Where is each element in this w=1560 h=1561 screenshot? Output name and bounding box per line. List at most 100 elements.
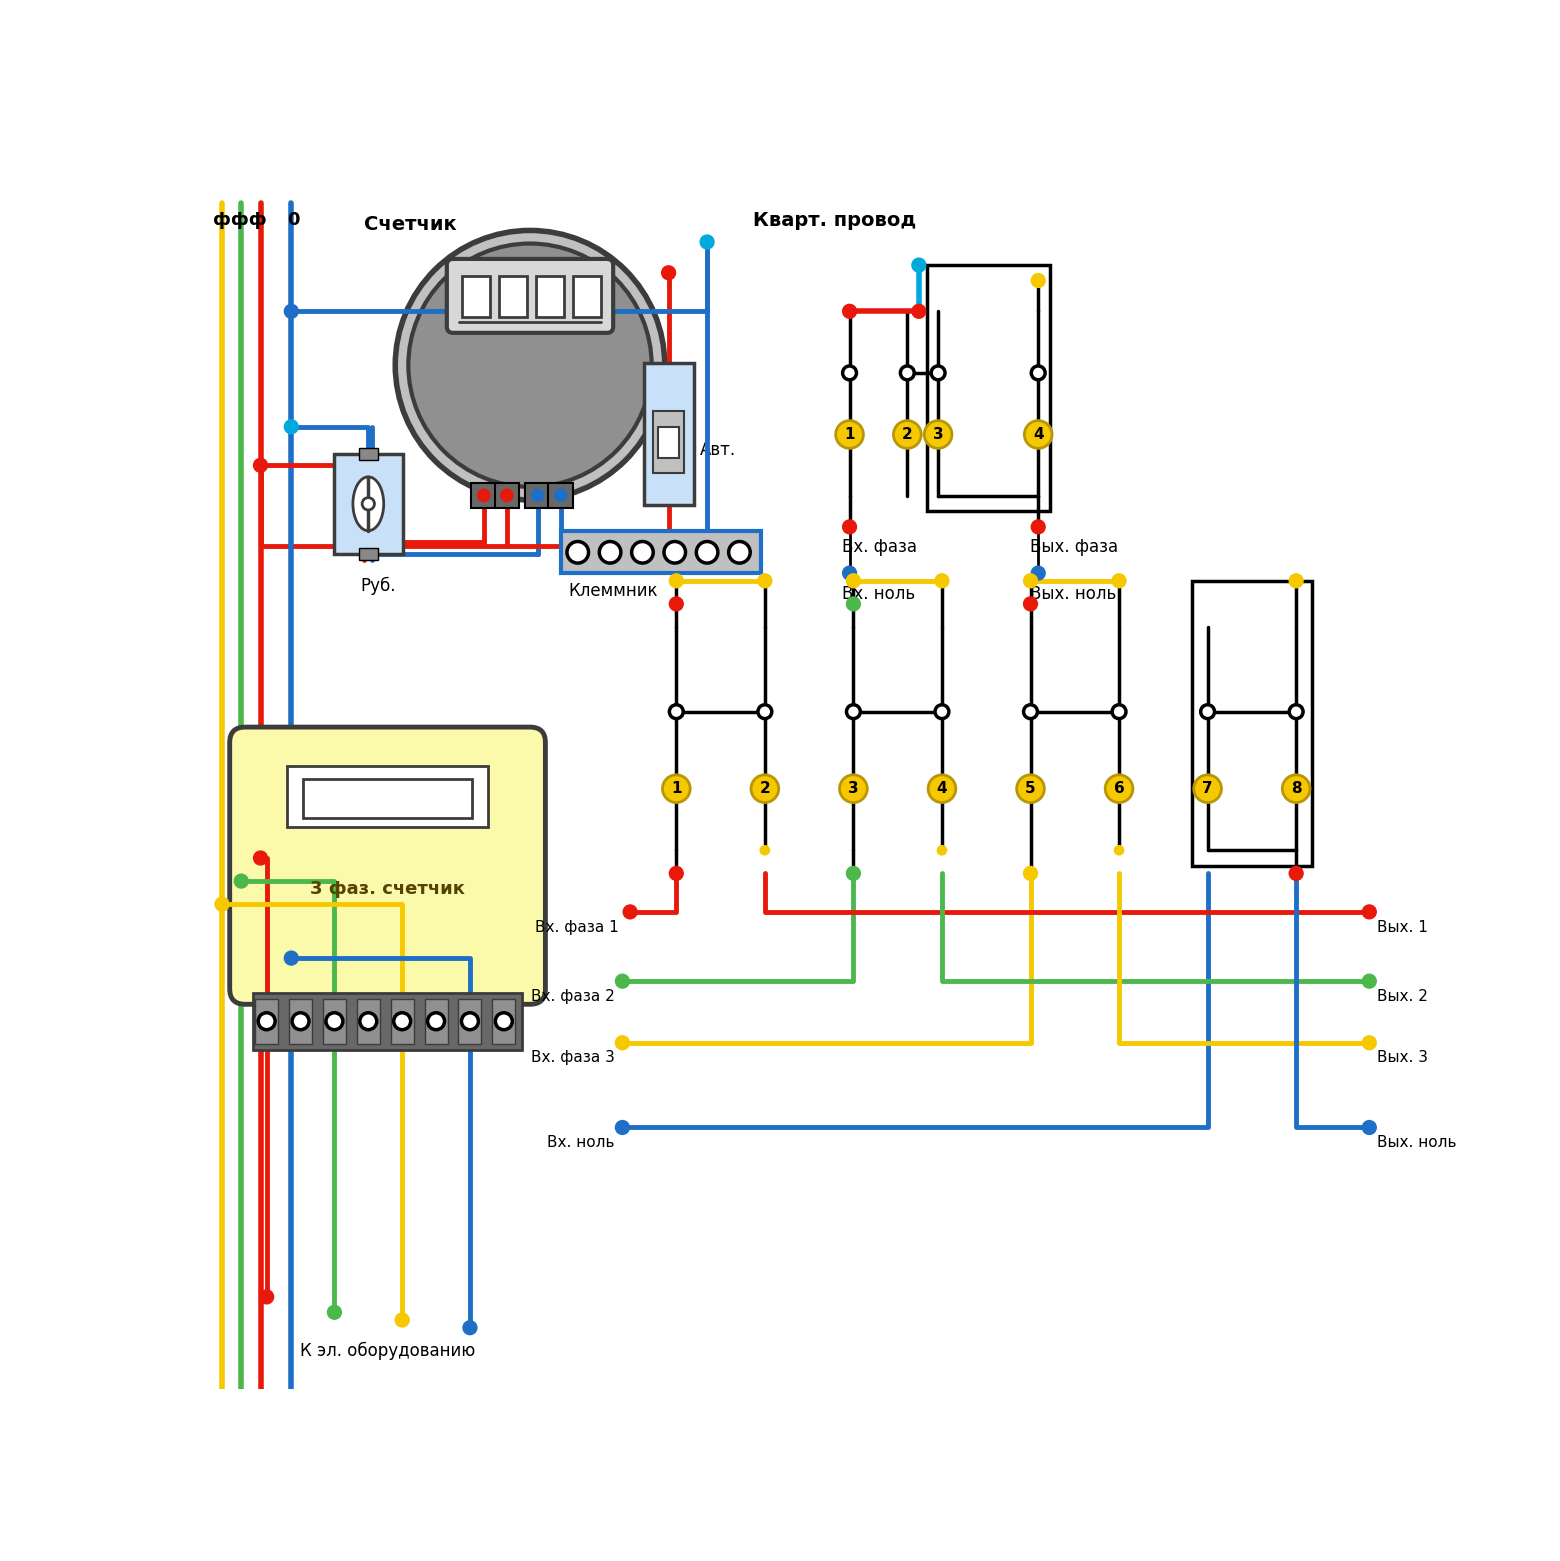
Circle shape bbox=[669, 596, 683, 610]
Text: Счетчик: Счетчик bbox=[365, 215, 457, 234]
Text: Вых. ноль: Вых. ноль bbox=[1377, 1135, 1457, 1150]
Text: Вых. 3: Вых. 3 bbox=[1377, 1051, 1427, 1066]
Circle shape bbox=[1289, 574, 1303, 588]
Circle shape bbox=[760, 846, 769, 855]
Bar bbox=[495, 482, 519, 507]
Circle shape bbox=[669, 704, 683, 718]
Bar bbox=[658, 426, 679, 457]
Circle shape bbox=[566, 542, 588, 564]
Circle shape bbox=[847, 704, 860, 718]
Text: Вых. ноль: Вых. ноль bbox=[1031, 585, 1117, 603]
Circle shape bbox=[393, 1013, 410, 1030]
Circle shape bbox=[842, 567, 856, 581]
Circle shape bbox=[938, 846, 947, 855]
Circle shape bbox=[900, 365, 914, 379]
Bar bbox=[560, 531, 761, 573]
Circle shape bbox=[934, 574, 948, 588]
Circle shape bbox=[360, 1013, 378, 1030]
Bar bbox=[644, 362, 694, 506]
Circle shape bbox=[836, 420, 863, 448]
Text: 3: 3 bbox=[849, 780, 858, 796]
Circle shape bbox=[1104, 774, 1133, 802]
Text: 4: 4 bbox=[1033, 428, 1044, 442]
Circle shape bbox=[1031, 567, 1045, 581]
Circle shape bbox=[729, 542, 750, 564]
Bar bbox=[573, 276, 601, 317]
Bar bbox=[1192, 581, 1312, 866]
Circle shape bbox=[1017, 774, 1044, 802]
Circle shape bbox=[532, 489, 544, 501]
Text: 3 фаз. счетчик: 3 фаз. счетчик bbox=[310, 880, 465, 898]
Bar bbox=[390, 999, 413, 1044]
Circle shape bbox=[1114, 846, 1123, 855]
Bar bbox=[323, 999, 346, 1044]
Bar bbox=[471, 482, 496, 507]
Text: Вх. ноль: Вх. ноль bbox=[548, 1135, 615, 1150]
Circle shape bbox=[842, 304, 856, 318]
Circle shape bbox=[395, 231, 665, 500]
Text: Вх. фаза 2: Вх. фаза 2 bbox=[530, 988, 615, 1004]
Circle shape bbox=[1362, 905, 1376, 919]
Circle shape bbox=[1282, 774, 1310, 802]
Circle shape bbox=[622, 905, 636, 919]
Text: 0: 0 bbox=[287, 211, 300, 229]
Circle shape bbox=[292, 1013, 309, 1030]
Bar bbox=[537, 276, 563, 317]
Circle shape bbox=[259, 1289, 273, 1303]
Bar bbox=[459, 999, 482, 1044]
FancyBboxPatch shape bbox=[446, 259, 613, 332]
Circle shape bbox=[1289, 704, 1303, 718]
Text: Кварт. провод: Кварт. провод bbox=[753, 211, 917, 229]
Circle shape bbox=[842, 365, 856, 379]
Bar bbox=[253, 993, 523, 1051]
Circle shape bbox=[665, 542, 685, 564]
Circle shape bbox=[1031, 520, 1045, 534]
Circle shape bbox=[700, 236, 714, 248]
Text: Вых. фаза: Вых. фаза bbox=[1031, 539, 1119, 556]
Circle shape bbox=[1112, 704, 1126, 718]
Circle shape bbox=[1362, 974, 1376, 988]
Circle shape bbox=[1023, 704, 1037, 718]
Circle shape bbox=[842, 520, 856, 534]
Circle shape bbox=[234, 874, 248, 888]
Text: 8: 8 bbox=[1290, 780, 1301, 796]
Text: Вх. фаза: Вх. фаза bbox=[842, 539, 917, 556]
Bar bbox=[526, 482, 551, 507]
Circle shape bbox=[847, 574, 860, 588]
Circle shape bbox=[284, 304, 298, 318]
FancyBboxPatch shape bbox=[229, 727, 546, 1004]
Circle shape bbox=[501, 489, 513, 501]
Circle shape bbox=[696, 542, 718, 564]
Circle shape bbox=[632, 542, 654, 564]
Circle shape bbox=[254, 459, 267, 473]
Bar bbox=[462, 276, 490, 317]
Ellipse shape bbox=[353, 476, 384, 531]
Circle shape bbox=[1362, 1121, 1376, 1135]
Circle shape bbox=[1031, 273, 1045, 287]
Circle shape bbox=[1023, 866, 1037, 880]
Bar bbox=[654, 412, 683, 473]
Circle shape bbox=[669, 574, 683, 588]
Circle shape bbox=[254, 851, 267, 865]
Circle shape bbox=[616, 974, 629, 988]
Text: Вх. ноль: Вх. ноль bbox=[842, 585, 916, 603]
Circle shape bbox=[1193, 774, 1221, 802]
Circle shape bbox=[758, 574, 772, 588]
Circle shape bbox=[1289, 866, 1303, 880]
Circle shape bbox=[326, 1013, 343, 1030]
Circle shape bbox=[847, 866, 860, 880]
Circle shape bbox=[496, 1013, 512, 1030]
Bar bbox=[499, 276, 527, 317]
Circle shape bbox=[661, 265, 675, 279]
Circle shape bbox=[427, 1013, 445, 1030]
Circle shape bbox=[616, 1037, 629, 1049]
Bar bbox=[493, 999, 515, 1044]
Circle shape bbox=[1025, 420, 1051, 448]
Text: Клеммник: Клеммник bbox=[568, 582, 658, 601]
Circle shape bbox=[477, 489, 490, 501]
Text: Вх. фаза 3: Вх. фаза 3 bbox=[530, 1051, 615, 1066]
Text: Вых. 2: Вых. 2 bbox=[1377, 988, 1427, 1004]
Circle shape bbox=[931, 365, 945, 379]
Circle shape bbox=[894, 420, 920, 448]
Bar bbox=[927, 265, 1050, 512]
